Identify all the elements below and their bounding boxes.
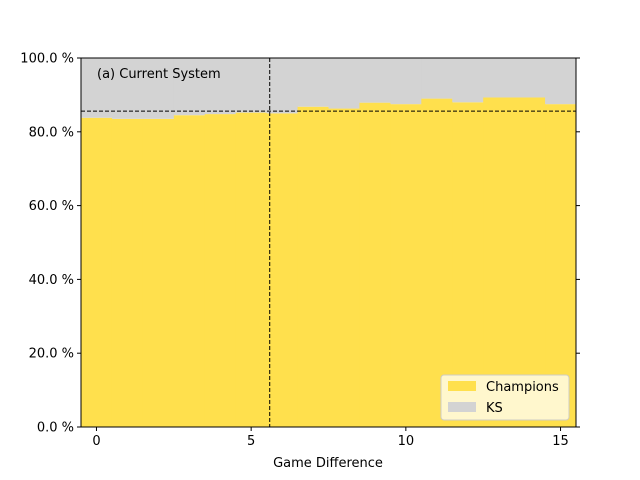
y-tick-label: 40.0 %: [29, 273, 74, 288]
champions-bar-15: [545, 104, 577, 427]
ks-bar-2: [142, 58, 175, 119]
legend-swatch-ks: [448, 402, 476, 412]
plot-area: [81, 58, 577, 428]
reference-lines: [81, 58, 576, 427]
champions-bar-6: [266, 113, 299, 427]
ks-bar-6: [266, 58, 299, 114]
champions-bar-5: [235, 112, 268, 427]
ks-bar-1: [111, 58, 144, 119]
y-tick-label: 0.0 %: [37, 421, 74, 436]
champions-bar-14: [514, 97, 546, 427]
chart-annotation: (a) Current System: [97, 67, 221, 82]
x-axis-label: Game Difference: [273, 456, 383, 471]
champions-bar-0: [81, 117, 113, 427]
champions-bar-13: [483, 97, 515, 427]
champions-bar-4: [204, 114, 237, 427]
ks-bar-5: [235, 58, 268, 113]
champions-bar-9: [359, 102, 391, 428]
x-tick-label: 10: [398, 434, 415, 449]
plot-frame: [80, 57, 577, 428]
ks-bar-8: [328, 58, 360, 109]
champions-bar-2: [142, 118, 175, 427]
champions-bar-7: [297, 106, 329, 427]
ks-bar-9: [359, 58, 391, 103]
y-tick-label: 20.0 %: [29, 347, 74, 362]
x-tick-label: 15: [552, 434, 569, 449]
ks-bar-4: [204, 58, 237, 115]
y-tick-label: 80.0 %: [29, 125, 74, 140]
champions-bar-12: [452, 102, 484, 427]
legend-swatch-champions: [448, 381, 476, 391]
ks-bar-10: [390, 58, 422, 105]
ks-bar-14: [514, 58, 546, 98]
ks-bar-7: [297, 58, 329, 107]
legend: Champions KS: [440, 374, 570, 421]
champions-bar-3: [173, 115, 206, 427]
axes: 0.0 % 20.0 % 40.0 % 60.0 % 80.0 % 100.0 % 0 5 10…: [20, 52, 580, 449]
champions-bar-10: [390, 104, 422, 427]
champions-bar-8: [328, 108, 360, 427]
champions-bar-1: [111, 118, 144, 427]
ks-bar-11: [421, 58, 453, 99]
champions-bar-11: [421, 98, 453, 427]
ks-bar-0: [81, 58, 113, 118]
x-tick-label: 5: [247, 434, 255, 449]
ks-bar-13: [483, 58, 515, 98]
y-tick-label: 100.0 %: [20, 52, 74, 67]
legend-label-ks: KS: [486, 401, 503, 416]
legend-label-champions: Champions: [486, 380, 559, 395]
x-tick-label: 0: [92, 434, 100, 449]
ks-bar-3: [173, 58, 206, 116]
ks-bar-12: [452, 58, 484, 103]
ks-bar-15: [545, 58, 577, 105]
y-tick-label: 60.0 %: [29, 199, 74, 214]
